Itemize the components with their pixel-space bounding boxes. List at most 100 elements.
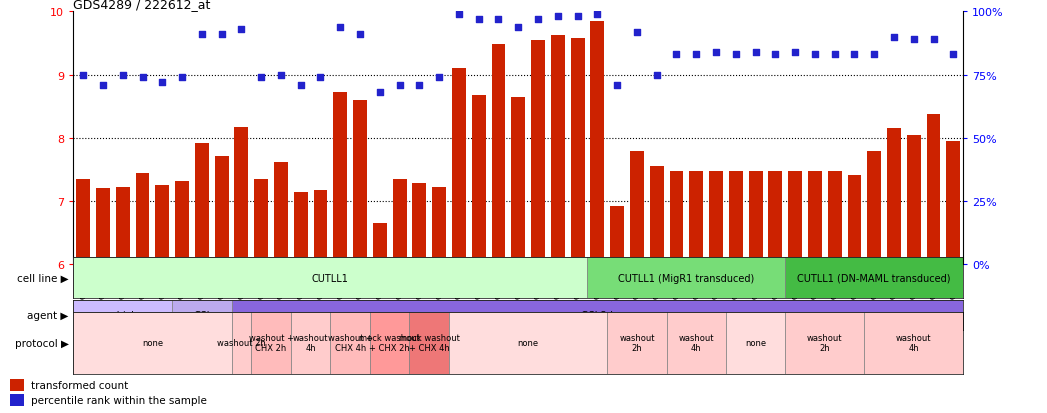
Bar: [195, 144, 208, 265]
Text: none: none: [745, 338, 766, 347]
Bar: [73, 257, 587, 299]
Bar: [331, 312, 370, 374]
Bar: [907, 135, 920, 265]
Bar: [650, 167, 664, 265]
Point: [392, 82, 408, 89]
Text: none: none: [517, 338, 539, 347]
Bar: [689, 171, 704, 265]
Point: [352, 32, 369, 38]
Bar: [274, 163, 288, 265]
Point: [767, 52, 784, 59]
Bar: [254, 180, 268, 265]
Text: percentile rank within the sample: percentile rank within the sample: [31, 395, 207, 405]
Bar: [251, 312, 291, 374]
Bar: [449, 312, 607, 374]
Bar: [96, 189, 110, 265]
Bar: [847, 175, 862, 265]
Point: [372, 90, 388, 97]
Bar: [630, 151, 644, 265]
Point: [846, 52, 863, 59]
Bar: [729, 171, 742, 265]
Bar: [511, 97, 526, 265]
Text: mock washout
+ CHX 2h: mock washout + CHX 2h: [359, 333, 420, 352]
Bar: [172, 301, 231, 330]
Bar: [432, 188, 446, 265]
Point: [114, 72, 131, 79]
Point: [332, 24, 349, 31]
Point: [214, 32, 230, 38]
Point: [728, 52, 744, 59]
Point: [806, 52, 823, 59]
Bar: [749, 171, 762, 265]
Point: [688, 52, 705, 59]
Bar: [353, 101, 366, 265]
Text: agent ▶: agent ▶: [27, 311, 69, 320]
Text: washout +
CHX 2h: washout + CHX 2h: [248, 333, 293, 352]
Bar: [808, 171, 822, 265]
Bar: [231, 312, 251, 374]
Text: GSI 3d: GSI 3d: [581, 311, 614, 320]
Point: [668, 52, 685, 59]
Text: CUTLL1 (DN-MAML transduced): CUTLL1 (DN-MAML transduced): [798, 273, 951, 283]
Point: [530, 17, 547, 23]
Bar: [409, 312, 449, 374]
Point: [866, 52, 883, 59]
Bar: [76, 180, 90, 265]
Bar: [413, 184, 426, 265]
Bar: [946, 142, 960, 265]
Bar: [370, 312, 409, 374]
Bar: [709, 171, 723, 265]
Bar: [768, 171, 782, 265]
Point: [134, 75, 151, 81]
Bar: [291, 312, 331, 374]
Point: [450, 12, 467, 18]
Point: [628, 29, 645, 36]
Text: none: none: [141, 338, 163, 347]
Bar: [669, 171, 684, 265]
Point: [194, 32, 210, 38]
Text: washout
4h: washout 4h: [293, 333, 329, 352]
Point: [570, 14, 586, 21]
Point: [470, 17, 487, 23]
Point: [74, 72, 91, 79]
Bar: [610, 206, 624, 265]
Point: [906, 37, 922, 43]
Bar: [452, 69, 466, 265]
Point: [490, 17, 507, 23]
Text: protocol ▶: protocol ▶: [15, 338, 69, 348]
Bar: [215, 156, 228, 265]
Point: [411, 82, 428, 89]
Bar: [785, 257, 963, 299]
Bar: [175, 181, 190, 265]
Point: [312, 75, 329, 81]
Bar: [867, 151, 882, 265]
Point: [826, 52, 843, 59]
Text: transformed count: transformed count: [31, 380, 129, 390]
Bar: [116, 188, 130, 265]
Bar: [10, 379, 23, 391]
Bar: [73, 301, 172, 330]
Bar: [591, 22, 604, 265]
Bar: [136, 173, 150, 265]
Text: cell line ▶: cell line ▶: [17, 273, 69, 283]
Bar: [294, 192, 308, 265]
Bar: [155, 186, 170, 265]
Text: washout +
CHX 4h: washout + CHX 4h: [328, 333, 373, 352]
Bar: [531, 41, 544, 265]
Text: washout
2h: washout 2h: [807, 333, 843, 352]
Point: [430, 75, 447, 81]
Point: [926, 37, 942, 43]
Text: washout
4h: washout 4h: [896, 333, 932, 352]
Point: [608, 82, 625, 89]
Text: GSI: GSI: [194, 311, 210, 320]
Bar: [551, 36, 564, 265]
Point: [510, 24, 527, 31]
Bar: [828, 171, 842, 265]
Point: [786, 50, 803, 56]
Point: [292, 82, 309, 89]
Point: [748, 50, 764, 56]
Text: CUTLL1: CUTLL1: [312, 273, 349, 283]
Point: [94, 82, 111, 89]
Point: [708, 50, 725, 56]
Text: mock washout
+ CHX 4h: mock washout + CHX 4h: [399, 333, 460, 352]
